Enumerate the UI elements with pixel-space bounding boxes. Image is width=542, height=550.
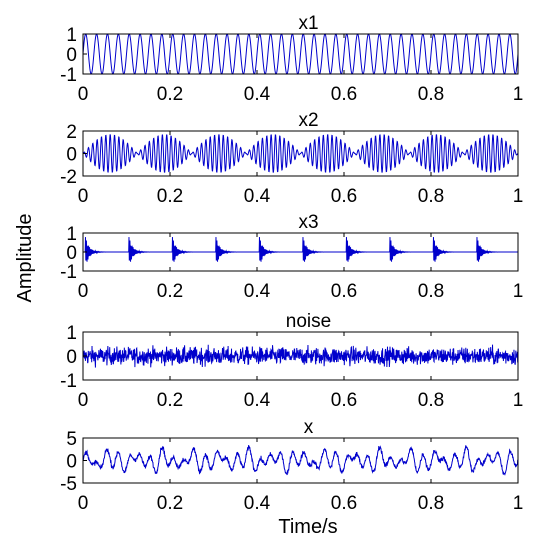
- y-tick-label: 0: [66, 452, 77, 473]
- x-tick-label: 0.2: [157, 281, 183, 302]
- x-tick-label: 0.8: [418, 281, 444, 302]
- x-tick-label: 0: [78, 390, 89, 411]
- series-line: [82, 134, 519, 173]
- x-tick-label: 0: [78, 186, 89, 207]
- x-tick-label: 0.6: [331, 390, 357, 411]
- y-tick-label: 2: [66, 122, 77, 143]
- x-tick-label: 0.4: [244, 281, 271, 302]
- x-tick-label: 1: [513, 186, 524, 207]
- x-tick-label: 1: [513, 390, 524, 411]
- series-line: [82, 344, 519, 368]
- x-tick-label: 0.2: [157, 186, 183, 207]
- x-tick-label: 0: [78, 281, 89, 302]
- x-tick-label: 0.4: [244, 390, 271, 411]
- y-tick-label: 1: [66, 323, 77, 344]
- x-tick-label: 0.6: [331, 84, 357, 105]
- subplot-title: x3: [298, 212, 318, 233]
- y-tick-label: 0: [66, 145, 77, 166]
- y-tick-label: -1: [60, 65, 77, 86]
- x-tick-label: 0.8: [418, 390, 444, 411]
- x-tick-label: 0.4: [244, 186, 271, 207]
- y-tick-label: 1: [66, 224, 77, 245]
- x-tick-label: 0.8: [418, 186, 444, 207]
- x-tick-label: 0.2: [157, 493, 183, 514]
- y-tick-label: -1: [60, 371, 77, 392]
- x-tick-label: 1: [513, 493, 524, 514]
- subplot-x3: x30 0.2 0.4 0.6 0.8 110-1: [60, 212, 523, 302]
- x-tick-label: 0.8: [418, 493, 444, 514]
- y-tick-label: 5: [66, 429, 77, 450]
- y-axis-label: Amplitude: [14, 214, 36, 303]
- x-tick-label: 1: [513, 84, 524, 105]
- x-tick-label: 0.6: [331, 281, 357, 302]
- y-tick-label: 0: [66, 45, 77, 66]
- y-tick-label: 0: [66, 347, 77, 368]
- y-tick-label: -1: [60, 262, 77, 283]
- x-tick-label: 0.4: [244, 84, 271, 105]
- x-tick-label: 0.8: [418, 84, 444, 105]
- x-tick-label: 0: [78, 84, 89, 105]
- y-tick-label: 0: [66, 243, 77, 264]
- x-tick-label: 0: [78, 493, 89, 514]
- subplot-title: x2: [298, 110, 318, 131]
- x-tick-label: 1: [513, 281, 524, 302]
- x-tick-label: 0.6: [331, 493, 357, 514]
- x-axis-label: Time/s: [278, 516, 337, 538]
- x-tick-label: 0.4: [244, 493, 271, 514]
- subplot-x1: x10 0.2 0.4 0.6 0.8 110-1: [60, 13, 523, 105]
- subplot-x: x0 0.2 0.4 0.6 0.8 150-5: [60, 417, 523, 514]
- x-tick-label: 0.6: [331, 186, 357, 207]
- y-tick-label: -5: [60, 474, 77, 495]
- subplot-x2: x20 0.2 0.4 0.6 0.8 120-2: [60, 110, 523, 207]
- subplot-title: x1: [298, 13, 318, 34]
- x-tick-label: 0.2: [157, 84, 183, 105]
- y-tick-label: 1: [66, 25, 77, 46]
- y-tick-label: -2: [60, 167, 77, 188]
- series-line: [82, 445, 519, 476]
- x-tick-label: 0.2: [157, 390, 183, 411]
- series-line: [83, 237, 518, 262]
- series-line: [82, 33, 519, 75]
- subplot-title: noise: [286, 311, 331, 332]
- subplot-title: x: [304, 417, 314, 438]
